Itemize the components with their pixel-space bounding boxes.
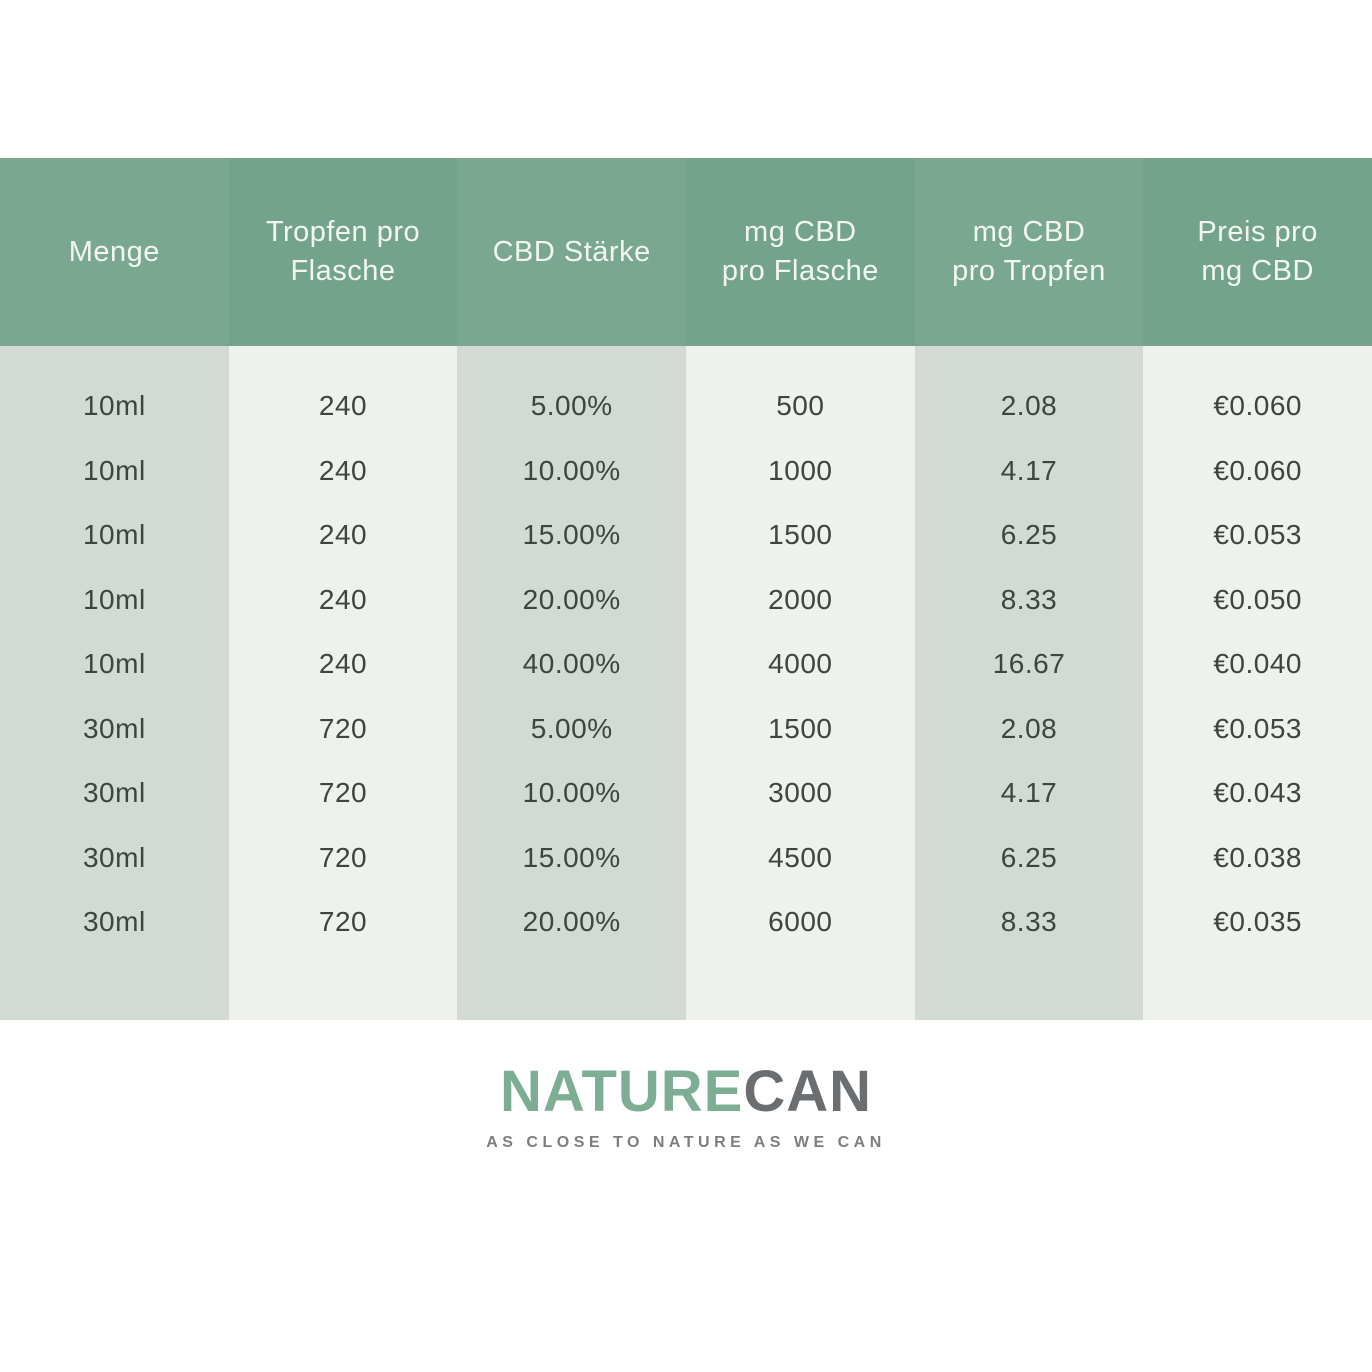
table-cell: 720	[228, 761, 458, 826]
column-band-filler	[1143, 954, 1372, 1020]
logo-wordmark: NATURECAN	[0, 1060, 1372, 1124]
table-cell: €0.038	[1143, 825, 1372, 890]
column-header-mg-flasche: mg CBD pro Flasche	[686, 158, 915, 346]
table-cell: 1500	[686, 503, 915, 568]
table-cell: €0.053	[1143, 696, 1372, 761]
table-cell: 2.08	[914, 374, 1144, 439]
table-cell: 3000	[686, 761, 915, 826]
table-cell: 240	[228, 632, 458, 697]
column-band-spacer	[457, 346, 686, 374]
table-cell: 10ml	[0, 374, 229, 439]
table-cell: 10ml	[0, 567, 229, 632]
table-cell: 30ml	[0, 825, 229, 890]
table-cell: 40.00%	[457, 632, 686, 697]
table-cell: 720	[228, 890, 458, 955]
column-band-spacer	[0, 346, 229, 374]
table-cell: 2.08	[914, 696, 1144, 761]
column-band-filler	[228, 954, 458, 1020]
table-cell: 10ml	[0, 632, 229, 697]
table-cell: 6.25	[914, 503, 1144, 568]
table-cell: 720	[228, 825, 458, 890]
table-cell: 720	[228, 696, 458, 761]
table-cell: 20.00%	[457, 890, 686, 955]
column-band-spacer	[228, 346, 458, 374]
naturecan-logo: NATURECAN AS CLOSE TO NATURE AS WE CAN	[0, 1060, 1372, 1152]
table-cell: €0.060	[1143, 438, 1372, 503]
table-cell: 8.33	[914, 567, 1144, 632]
table-cell: 10ml	[0, 503, 229, 568]
column-band-filler	[457, 954, 686, 1020]
logo-text-can: CAN	[743, 1059, 873, 1124]
column-band-spacer	[1143, 346, 1372, 374]
table-cell: 15.00%	[457, 825, 686, 890]
table-cell: €0.053	[1143, 503, 1372, 568]
table-cell: €0.040	[1143, 632, 1372, 697]
table-cell: 240	[228, 503, 458, 568]
table-cell: 4000	[686, 632, 915, 697]
table-cell: 30ml	[0, 761, 229, 826]
table-cell: €0.043	[1143, 761, 1372, 826]
table-cell: 5.00%	[457, 374, 686, 439]
column-header-staerke: CBD Stärke	[457, 158, 686, 346]
table-cell: 240	[228, 567, 458, 632]
table-cell: 8.33	[914, 890, 1144, 955]
column-band-spacer	[914, 346, 1144, 374]
table-cell: 1000	[686, 438, 915, 503]
column-band-filler	[914, 954, 1144, 1020]
column-header-tropfen: Tropfen pro Flasche	[228, 158, 458, 346]
table-cell: 4500	[686, 825, 915, 890]
table-cell: 16.67	[914, 632, 1144, 697]
table-cell: 30ml	[0, 696, 229, 761]
table-cell: 500	[686, 374, 915, 439]
table-cell: 10.00%	[457, 438, 686, 503]
column-header-preis: Preis pro mg CBD	[1143, 158, 1372, 346]
table-cell: 6000	[686, 890, 915, 955]
table-cell: 5.00%	[457, 696, 686, 761]
column-band-filler	[686, 954, 915, 1020]
table-cell: 240	[228, 438, 458, 503]
table-cell: 15.00%	[457, 503, 686, 568]
cbd-pricing-table: Menge Tropfen pro Flasche CBD Stärke mg …	[0, 158, 1372, 1020]
table-cell: 1500	[686, 696, 915, 761]
column-header-mg-tropfen: mg CBD pro Tropfen	[914, 158, 1144, 346]
table-cell: 4.17	[914, 761, 1144, 826]
logo-tagline: AS CLOSE TO NATURE AS WE CAN	[486, 1133, 886, 1151]
table-cell: €0.050	[1143, 567, 1372, 632]
table-cell: 240	[228, 374, 458, 439]
column-band-spacer	[686, 346, 915, 374]
table-cell: €0.035	[1143, 890, 1372, 955]
column-header-menge: Menge	[0, 158, 229, 346]
logo-text-nature: NATURE	[499, 1059, 744, 1124]
table-cell: 30ml	[0, 890, 229, 955]
table-cell: 20.00%	[457, 567, 686, 632]
table-cell: 2000	[686, 567, 915, 632]
table-cell: €0.060	[1143, 374, 1372, 439]
table-cell: 10.00%	[457, 761, 686, 826]
table-cell: 6.25	[914, 825, 1144, 890]
table-cell: 4.17	[914, 438, 1144, 503]
column-band-filler	[0, 954, 229, 1020]
table-cell: 10ml	[0, 438, 229, 503]
